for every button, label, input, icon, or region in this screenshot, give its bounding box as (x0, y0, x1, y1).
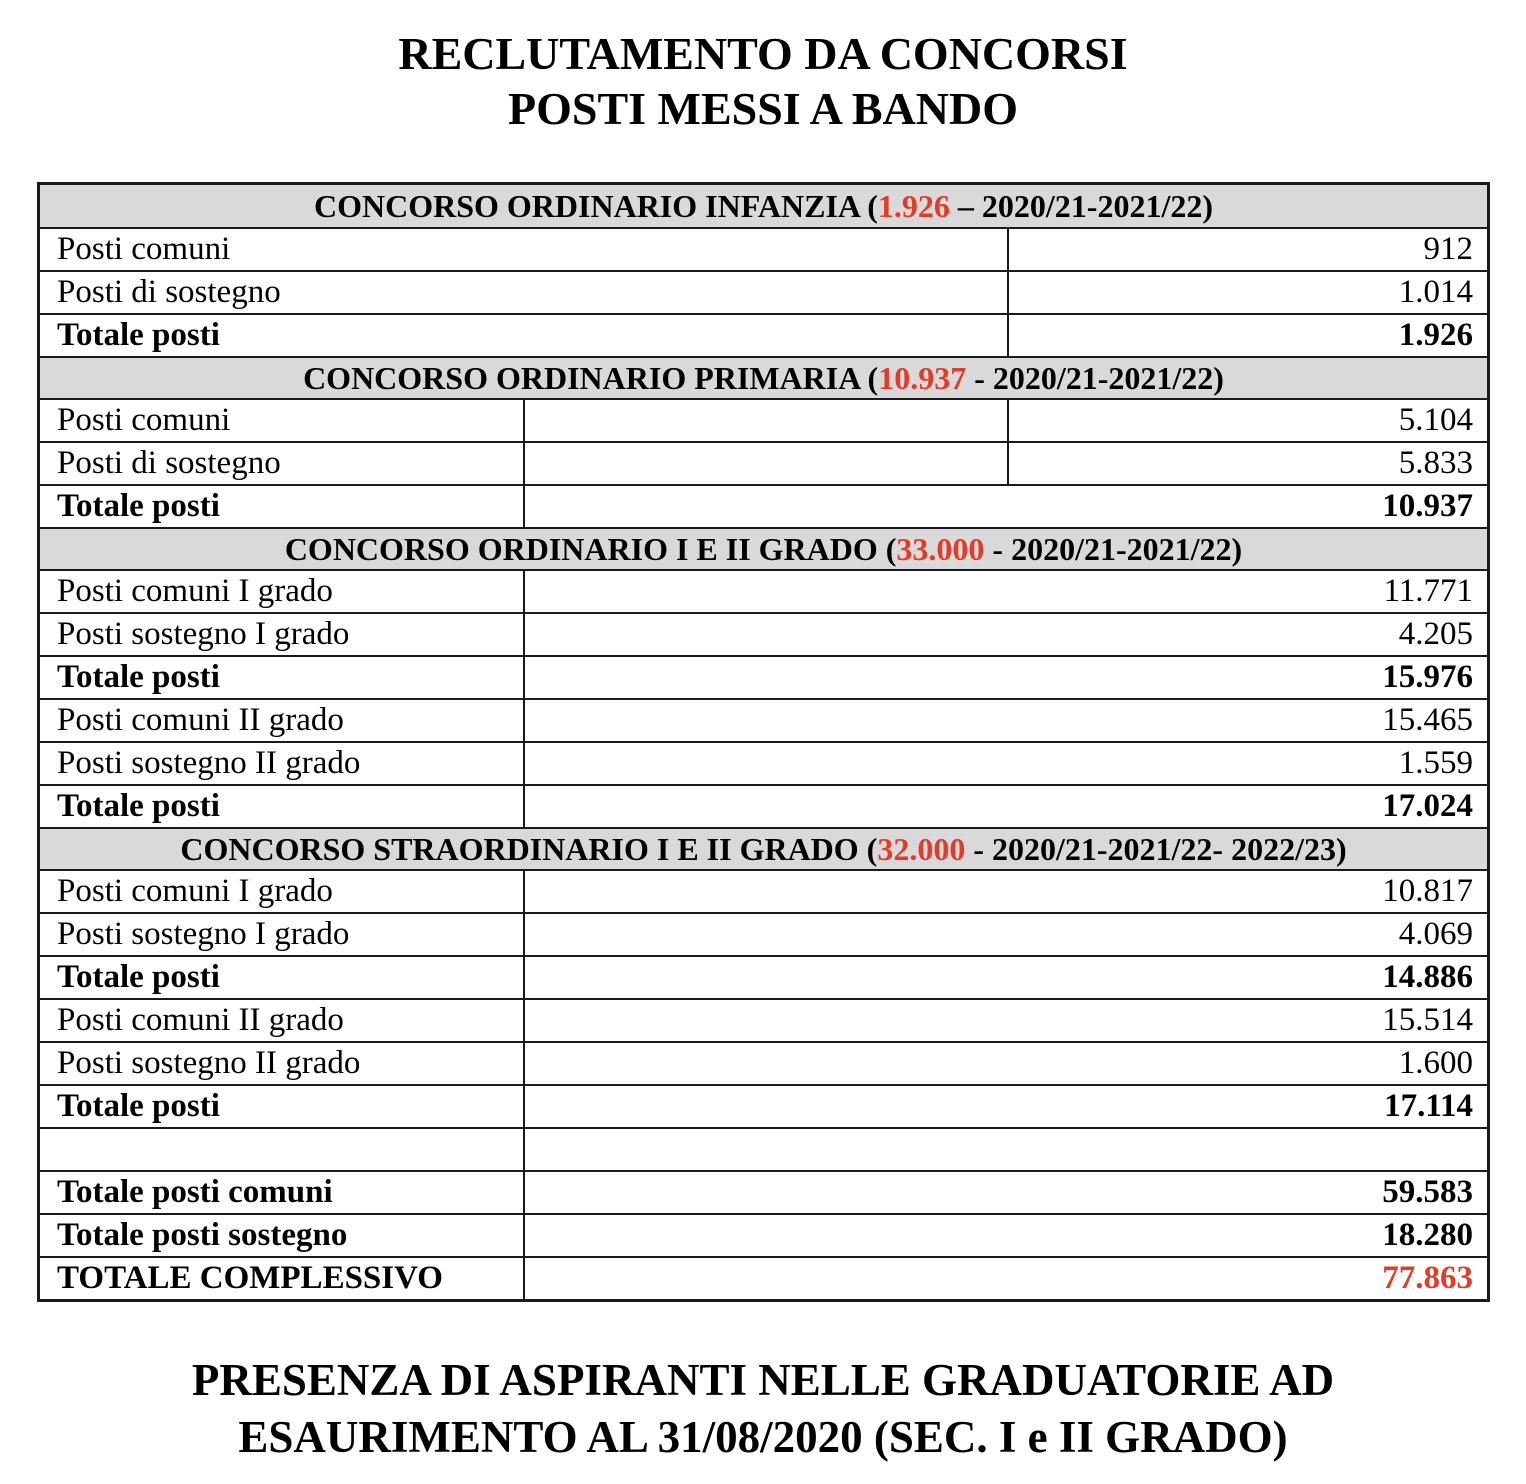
section-header-row: CONCORSO ORDINARIO PRIMARIA (10.937 - 20… (40, 356, 1487, 398)
table-row: Totale posti 17.024 (40, 784, 1487, 827)
footer-title-line2: ESAURIMENTO AL 31/08/2020 (SEC. I e II G… (238, 1412, 1288, 1462)
table-row: Totale posti sostegno 18.280 (40, 1213, 1487, 1256)
page-title-line2: POSTI MESSI A BANDO (508, 83, 1018, 134)
row-label: Totale posti (57, 788, 220, 824)
empty-cell (523, 443, 1007, 484)
empty-cell (40, 1129, 523, 1170)
row-label: TOTALE COMPLESSIVO (57, 1260, 443, 1296)
row-value: 4.069 (523, 914, 1487, 955)
row-label: Posti sostegno I grado (57, 616, 350, 652)
row-value: 1.600 (523, 1043, 1487, 1084)
section-header-row: CONCORSO STRAORDINARIO I E II GRADO (32.… (40, 827, 1487, 869)
table-row: Posti comuni II grado 15.465 (40, 698, 1487, 741)
row-label: Posti comuni II grado (57, 1002, 344, 1038)
footer-title-line1: PRESENZA DI ASPIRANTI NELLE GRADUATORIE … (191, 1355, 1335, 1405)
row-label: Totale posti (57, 1088, 220, 1124)
row-value: 15.976 (523, 657, 1487, 698)
spacer-row (40, 1127, 1487, 1170)
row-value: 15.465 (523, 700, 1487, 741)
table-row: Posti comuni II grado 15.514 (40, 998, 1487, 1041)
row-value: 18.280 (523, 1215, 1487, 1256)
table-row: Totale posti 15.976 (40, 655, 1487, 698)
empty-cell (523, 400, 1007, 441)
row-value: 10.817 (523, 871, 1487, 912)
section-header-title: CONCORSO ORDINARIO PRIMARIA (10.937 - 20… (303, 359, 1224, 396)
row-value: 77.863 (523, 1258, 1487, 1299)
section-total-highlight: 32.000 (877, 830, 966, 867)
section-header-row: CONCORSO ORDINARIO INFANZIA (1.926 – 202… (40, 185, 1487, 227)
row-label: Posti comuni (57, 231, 231, 267)
table-row: Posti comuni 5.104 (40, 398, 1487, 441)
row-label: Posti sostegno II grado (57, 1045, 361, 1081)
row-label: Posti sostegno II grado (57, 745, 361, 781)
empty-cell (523, 1129, 1487, 1170)
row-label: Posti di sostegno (57, 445, 281, 481)
table-row: TOTALE COMPLESSIVO 77.863 (40, 1256, 1487, 1299)
row-label: Totale posti (57, 317, 220, 353)
table-row: Posti di sostegno 1.014 (40, 270, 1487, 313)
row-label: Posti comuni I grado (57, 873, 333, 909)
row-value: 1.926 (1007, 315, 1487, 356)
section-total-highlight: 10.937 (878, 359, 967, 396)
row-value: 11.771 (523, 571, 1487, 612)
table-row: Totale posti 17.114 (40, 1084, 1487, 1127)
row-label: Posti comuni II grado (57, 702, 344, 738)
row-label: Posti comuni (57, 402, 231, 438)
row-label: Totale posti (57, 659, 220, 695)
row-label: Totale posti (57, 488, 220, 524)
row-value: 912 (1007, 229, 1487, 270)
row-label: Posti di sostegno (57, 274, 281, 310)
section-header-title: CONCORSO STRAORDINARIO I E II GRADO (32.… (180, 830, 1347, 867)
row-label: Posti sostegno I grado (57, 916, 350, 952)
table-row: Posti sostegno I grado 4.205 (40, 612, 1487, 655)
row-value: 5.104 (1007, 400, 1487, 441)
row-label: Totale posti comuni (57, 1174, 333, 1210)
table-row: Posti comuni I grado 11.771 (40, 569, 1487, 612)
table-row: Totale posti 10.937 (40, 484, 1487, 527)
row-label: Posti comuni I grado (57, 573, 333, 609)
row-value: 15.514 (523, 1000, 1487, 1041)
row-value: 17.024 (523, 786, 1487, 827)
table-row: Posti comuni I grado 10.817 (40, 869, 1487, 912)
section-header-title: CONCORSO ORDINARIO INFANZIA (1.926 – 202… (314, 187, 1213, 224)
section-header-row: CONCORSO ORDINARIO I E II GRADO (33.000 … (40, 527, 1487, 569)
recruitment-table: CONCORSO ORDINARIO INFANZIA (1.926 – 202… (37, 182, 1490, 1302)
table-row: Posti sostegno I grado 4.069 (40, 912, 1487, 955)
section-total-highlight: 1.926 (877, 187, 950, 224)
table-row: Posti comuni 912 (40, 227, 1487, 270)
row-value: 1.559 (523, 743, 1487, 784)
section-total-highlight: 33.000 (896, 530, 985, 567)
row-value: 4.205 (523, 614, 1487, 655)
table-row: Totale posti comuni 59.583 (40, 1170, 1487, 1213)
row-value: 17.114 (523, 1086, 1487, 1127)
page-title-line1: RECLUTAMENTO DA CONCORSI (398, 28, 1128, 79)
row-value: 14.886 (523, 957, 1487, 998)
row-label: Totale posti (57, 959, 220, 995)
row-value: 5.833 (1007, 443, 1487, 484)
table-row: Posti sostegno II grado 1.559 (40, 741, 1487, 784)
row-value: 10.937 (523, 486, 1487, 527)
row-value: 59.583 (523, 1172, 1487, 1213)
row-value: 1.014 (1007, 272, 1487, 313)
footer-title: PRESENZA DI ASPIRANTI NELLE GRADUATORIE … (0, 1352, 1526, 1466)
row-label: Totale posti sostegno (57, 1217, 348, 1253)
table-row: Totale posti 1.926 (40, 313, 1487, 356)
page-title: RECLUTAMENTO DA CONCORSI POSTI MESSI A B… (0, 0, 1526, 136)
table-row: Posti di sostegno 5.833 (40, 441, 1487, 484)
table-row: Totale posti 14.886 (40, 955, 1487, 998)
table-row: Posti sostegno II grado 1.600 (40, 1041, 1487, 1084)
section-header-title: CONCORSO ORDINARIO I E II GRADO (33.000 … (284, 530, 1243, 567)
